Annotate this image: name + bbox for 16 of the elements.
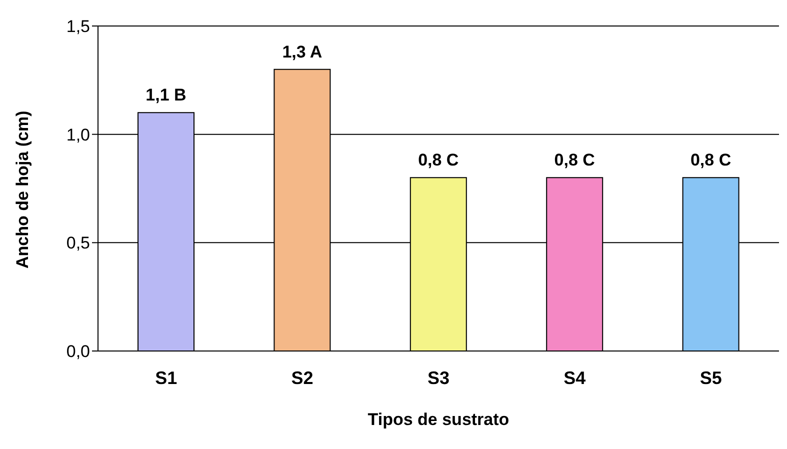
x-tick-label: S3 [427, 368, 450, 388]
y-tick-label: 1,0 [66, 125, 90, 144]
data-label: 1,1 B [146, 86, 186, 105]
y-tick-label: 0,5 [66, 234, 90, 253]
x-tick-label: S2 [291, 368, 314, 388]
x-tick-label: S5 [700, 368, 722, 388]
y-axis-title: Ancho de hoja (cm) [13, 110, 32, 268]
data-label: 1,3 A [282, 42, 322, 62]
data-label: 0,8 C [554, 150, 595, 170]
y-tick-label: 1,5 [66, 17, 90, 36]
x-tick-label: S4 [564, 368, 586, 388]
x-axis-title: Tipos de sustrato [368, 410, 510, 429]
data-label: 0,8 C [418, 150, 459, 170]
data-label: 0,8 C [690, 150, 732, 170]
y-tick-label: 0,0 [66, 342, 90, 362]
x-tick-label: S1 [155, 368, 178, 388]
